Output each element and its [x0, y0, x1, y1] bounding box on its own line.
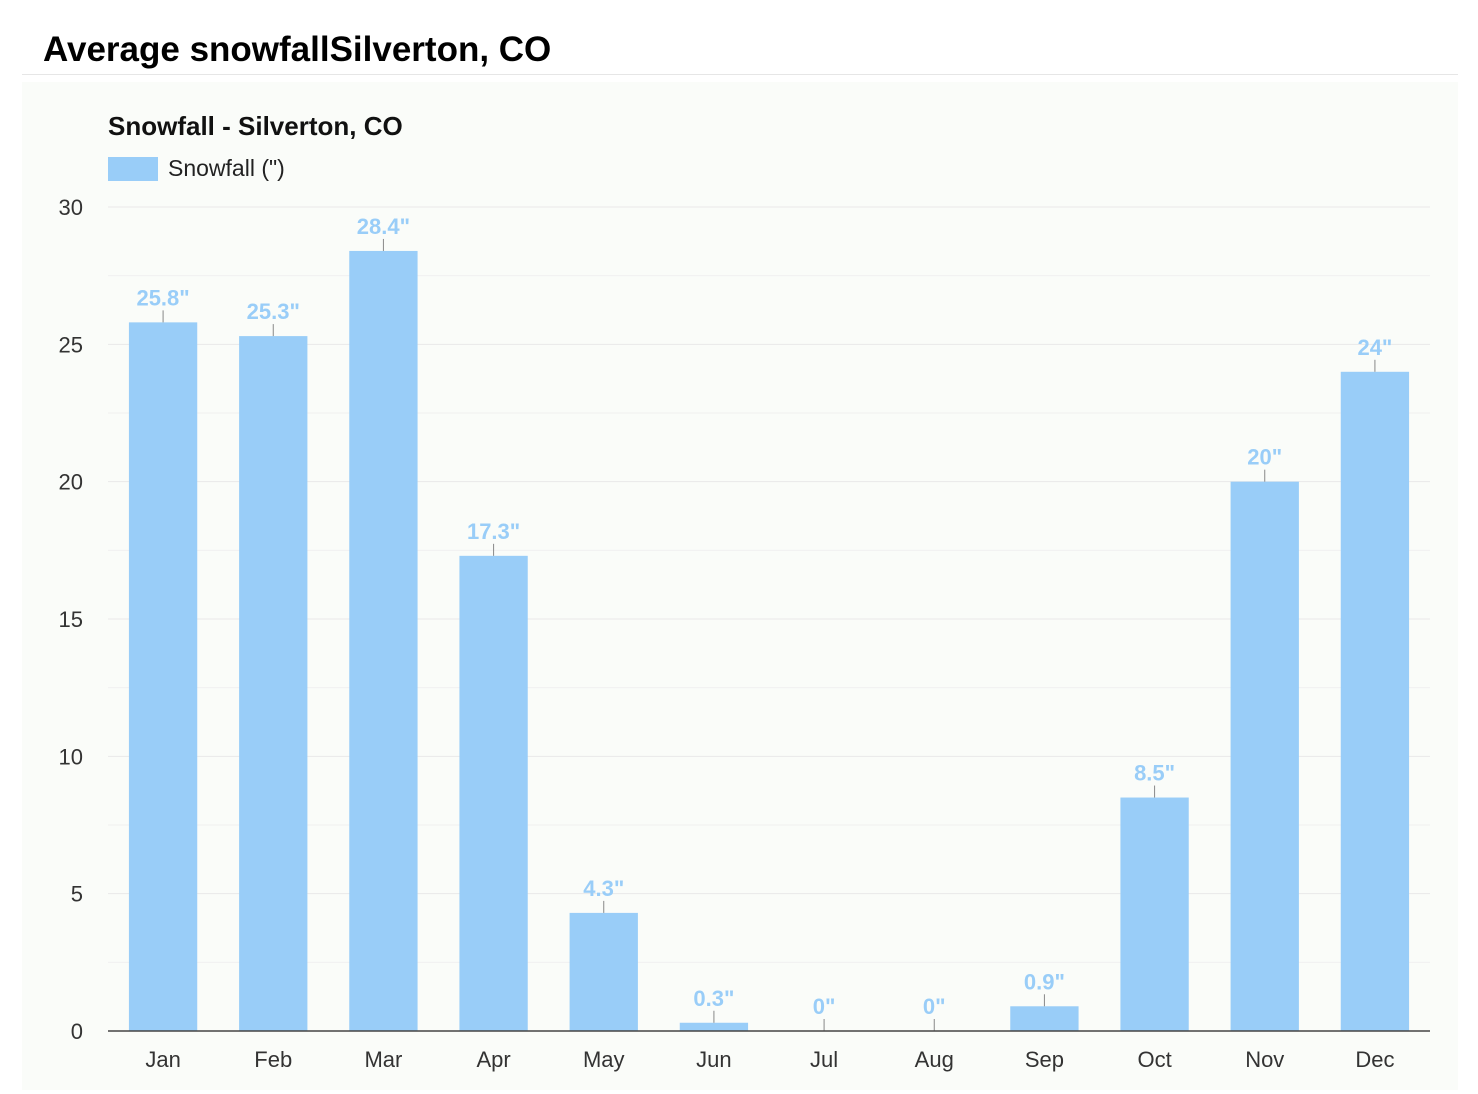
x-tick-label: Feb	[254, 1047, 292, 1072]
data-label: 17.3"	[467, 519, 520, 544]
data-label: 0"	[813, 994, 836, 1019]
data-label: 0.3"	[693, 986, 734, 1011]
x-tick-label: Oct	[1137, 1047, 1171, 1072]
legend-swatch[interactable]	[108, 157, 158, 181]
y-tick-label: 30	[59, 195, 83, 220]
data-label: 24"	[1357, 335, 1392, 360]
y-tick-label: 15	[59, 607, 83, 632]
gridlines	[108, 206, 1430, 963]
x-tick-label: Sep	[1025, 1047, 1064, 1072]
bar-sep	[1010, 1006, 1079, 1031]
chart-panel: Snowfall - Silverton, CO Snowfall (") 0 5…	[22, 82, 1458, 1090]
bar-jun	[679, 1022, 749, 1031]
data-label: 25.3"	[247, 299, 300, 324]
x-tick-label: May	[583, 1047, 625, 1072]
data-label: 0.9"	[1024, 969, 1065, 994]
y-tick-label: 20	[59, 470, 83, 495]
x-tick-label: Jan	[145, 1047, 180, 1072]
bar-dec	[1340, 371, 1410, 1031]
data-label: 8.5"	[1134, 761, 1175, 786]
x-tick-label: Aug	[915, 1047, 954, 1072]
bar-mar	[349, 250, 418, 1032]
x-tick-label: Jul	[810, 1047, 838, 1072]
data-label: 20"	[1247, 445, 1282, 470]
data-labels: 25.8" 25.3" 28.4" 17.3" 4.3" 0.3" 0" 0" 0.9" 8.5"…	[136, 214, 1392, 1031]
y-tick-label: 5	[71, 882, 83, 907]
x-tick-label: Jun	[696, 1047, 731, 1072]
chart-title: Snowfall - Silverton, CO	[108, 111, 403, 141]
bar-oct	[1120, 797, 1189, 1031]
y-tick-label: 25	[59, 332, 83, 357]
data-label: 28.4"	[357, 214, 410, 239]
legend-label[interactable]: Snowfall (")	[168, 155, 285, 181]
x-axis-ticks: Jan Feb Mar Apr May Jun Jul Aug Sep Oct Nov Dec	[145, 1047, 1394, 1072]
y-axis-ticks: 0 5 10 15 20 25 30	[59, 195, 83, 1044]
bars	[128, 250, 1410, 1032]
data-label: 0"	[923, 994, 946, 1019]
y-tick-label: 10	[59, 744, 83, 769]
x-tick-label: Nov	[1245, 1047, 1284, 1072]
x-tick-label: Apr	[476, 1047, 510, 1072]
data-label: 25.8"	[136, 285, 189, 310]
title-divider	[22, 74, 1458, 75]
bar-nov	[1230, 481, 1299, 1032]
page-title: Average snowfallSilverton, CO	[43, 30, 552, 69]
y-tick-label: 0	[71, 1019, 83, 1044]
data-label: 4.3"	[583, 876, 624, 901]
x-tick-label: Mar	[364, 1047, 402, 1072]
bar-apr	[459, 555, 528, 1031]
bar-jan	[128, 322, 198, 1031]
snowfall-chart: Snowfall - Silverton, CO Snowfall (") 0 5…	[59, 111, 1430, 1072]
bar-may	[569, 912, 638, 1031]
bar-feb	[239, 336, 308, 1031]
x-tick-label: Dec	[1355, 1047, 1394, 1072]
